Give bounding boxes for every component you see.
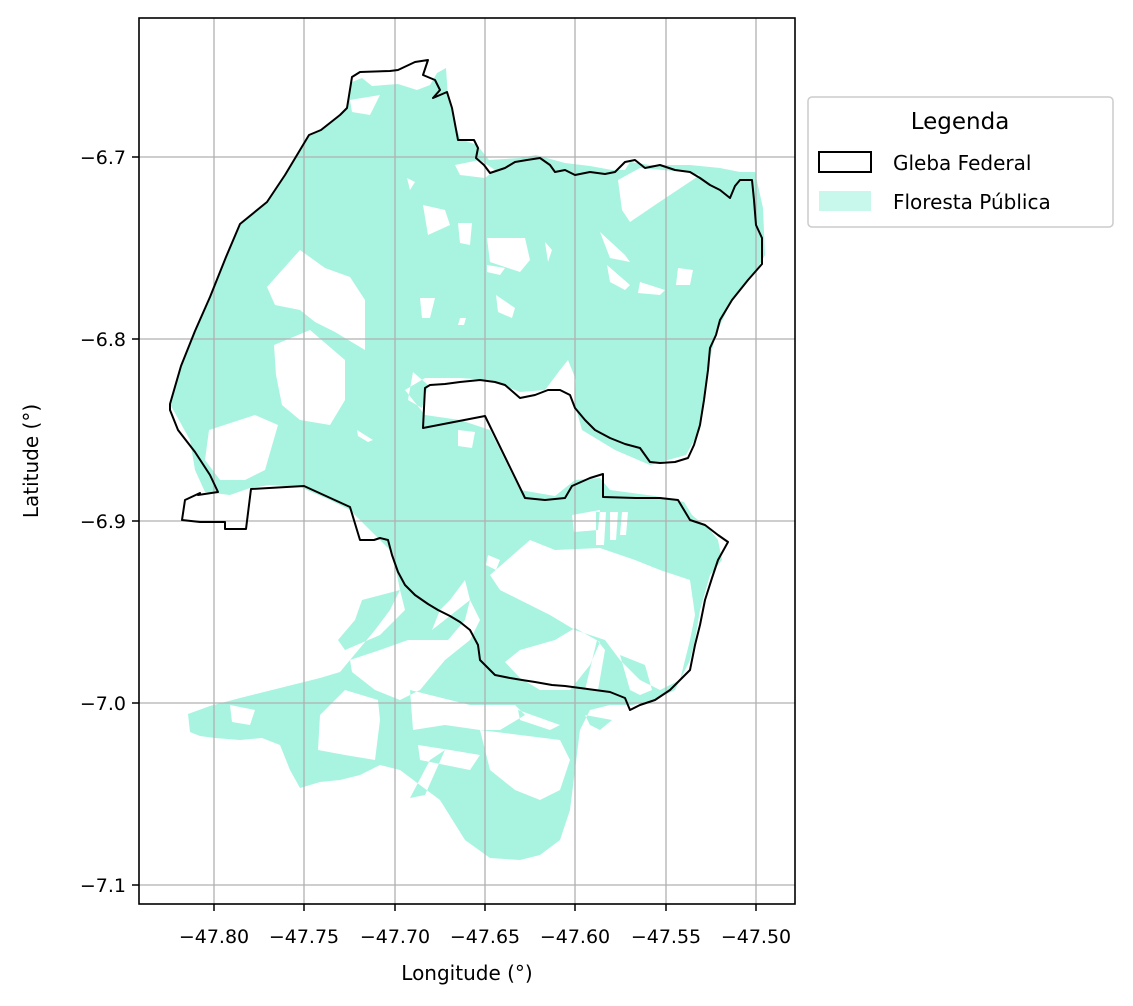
legend-swatch-gleba-federal [818, 151, 872, 173]
x-tick-label: −47.55 [631, 926, 701, 948]
floresta-publica-layer [170, 68, 765, 860]
axes-frame [138, 17, 796, 905]
legend-label-floresta-publica: Floresta Pública [893, 190, 1051, 214]
y-tick-label: −7.0 [80, 693, 126, 715]
legend-swatch-floresta-publica [819, 191, 871, 211]
y-axis-title: Latitude (°) [19, 404, 43, 518]
y-tick-labels: −6.7 −6.8 −6.9 −7.0 −7.1 [80, 147, 126, 897]
x-tick-label: −47.60 [540, 926, 610, 948]
legend-label-gleba-federal: Gleba Federal [893, 151, 1031, 175]
x-tick-label: −47.70 [360, 926, 430, 948]
y-tick-label: −6.7 [80, 147, 126, 169]
floresta-publica-polygon [170, 68, 765, 860]
grid [139, 18, 795, 904]
x-ticks [213, 904, 757, 911]
legend-title: Legenda [911, 109, 1010, 135]
legend-box [807, 96, 1114, 228]
y-tick-label: −6.8 [80, 329, 126, 351]
x-tick-label: −47.75 [269, 926, 339, 948]
x-tick-labels: −47.80 −47.75 −47.70 −47.65 −47.60 −47.5… [179, 926, 791, 948]
x-tick-label: −47.50 [721, 926, 791, 948]
x-tick-label: −47.65 [450, 926, 520, 948]
legend: Legenda Gleba Federal Floresta Pública [807, 96, 1114, 228]
y-tick-label: −6.9 [80, 511, 126, 533]
y-ticks [132, 156, 139, 886]
x-axis-title: Longitude (°) [401, 961, 532, 985]
y-tick-label: −7.1 [80, 875, 126, 897]
x-tick-label: −47.80 [179, 926, 249, 948]
gleba-federal-boundary [169, 59, 763, 711]
